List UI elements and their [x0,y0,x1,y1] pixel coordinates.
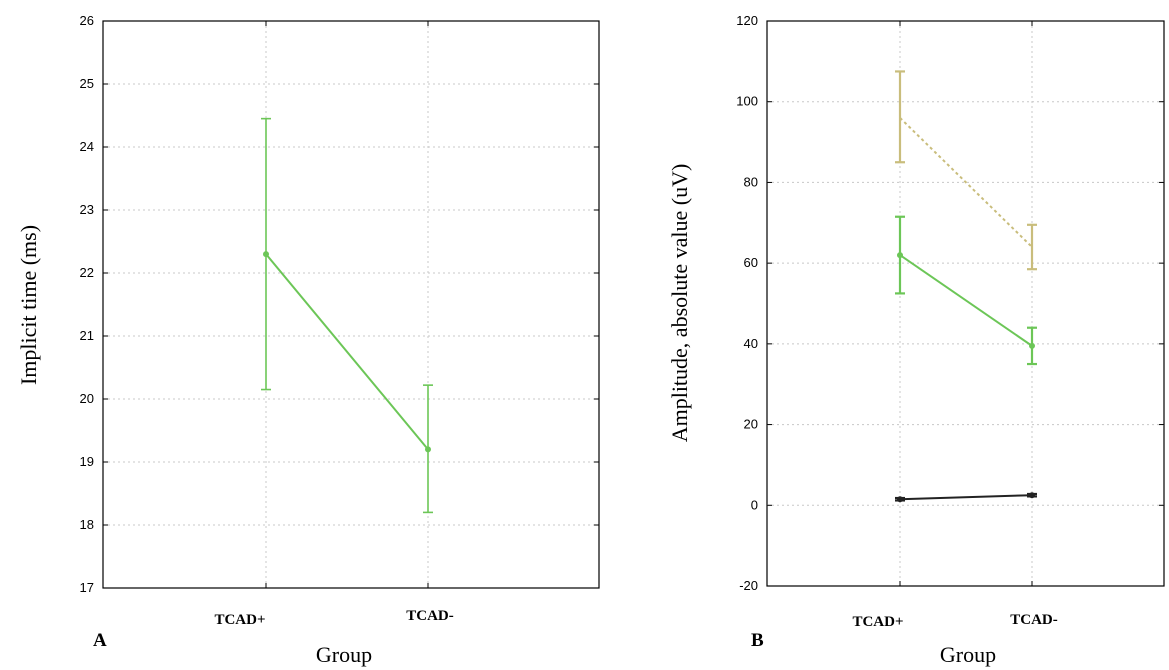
panel-a-series-0-point [263,251,269,258]
panel-a-y-tick-label: 23 [80,202,94,217]
panel-a-y-tick-label: 24 [80,139,94,154]
panel-a-series [261,117,433,514]
panel-a-category-label: TCAD+ [214,612,265,628]
panel-a-y-axis-title: Implicit time (ms) [16,225,41,385]
panel-b-label: B [751,630,764,651]
panel-b-gridlines [767,21,1164,586]
panel-b-y-tick-label: 0 [751,497,758,512]
panel-b-series [895,70,1037,503]
panel-b: -20 0 20 40 60 80 100 120 TCAD+ TCAD- Amplitude,… [667,13,1165,667]
panel-b-x-ticks: TCAD+ TCAD- [852,21,1058,630]
panel-b-plot-frame [766,20,1165,587]
panel-b-series-0-line [899,117,1033,248]
panel-a-y-tick-label: 17 [80,580,94,595]
panel-a-y-tick-label: 18 [80,517,94,532]
panel-a-y-tick-label: 22 [80,265,94,280]
panel-b-y-tick-label: 20 [744,417,758,432]
panel-b-series-1-point [897,252,903,259]
panel-a-x-ticks: TCAD+ TCAD- [214,21,454,628]
panel-b-series-1-point [1029,342,1035,349]
panel-b-series-1-line [899,254,1033,347]
panel-b-y-tick-label: -20 [739,578,758,593]
panel-b-y-tick-label: 120 [736,13,758,28]
panel-b-category-label: TCAD- [1010,612,1058,628]
panel-b-series-2-line [899,494,1033,501]
panel-a-gridlines [103,21,599,588]
panel-a: 17 18 19 20 21 22 23 24 25 26 TCAD+ TCAD- Implicit… [16,13,600,667]
panel-a-y-tick-label: 26 [80,13,94,28]
panel-b-y-axis-title: Amplitude, absolute value (uV) [667,164,692,443]
panel-a-y-tick-label: 20 [80,391,94,406]
panel-a-plot-frame [102,20,600,589]
panel-b-y-tick-label: 40 [744,336,758,351]
panel-b-x-axis-title: Group [940,642,996,667]
panel-b-series-2-point [897,496,903,503]
panel-a-y-tick-label: 21 [80,328,94,343]
panel-a-series-0-line [265,253,429,451]
panel-b-series-2-point [1029,492,1035,499]
panel-a-category-label: TCAD- [406,608,454,624]
panel-a-y-tick-label: 25 [80,76,94,91]
panel-b-y-tick-label: 60 [744,255,758,270]
panel-b-category-label: TCAD+ [852,614,903,630]
panel-a-label: A [93,630,107,651]
panel-a-x-axis-title: Group [316,642,372,667]
panel-b-y-tick-label: 100 [736,94,758,109]
panel-a-y-tick-label: 19 [80,454,94,469]
panel-b-y-tick-label: 80 [744,174,758,189]
panel-a-y-ticks: 17 18 19 20 21 22 23 24 25 26 [80,13,599,595]
panel-b-y-ticks: -20 0 20 40 60 80 100 120 [736,13,1164,593]
panel-a-series-0-point [425,446,431,453]
